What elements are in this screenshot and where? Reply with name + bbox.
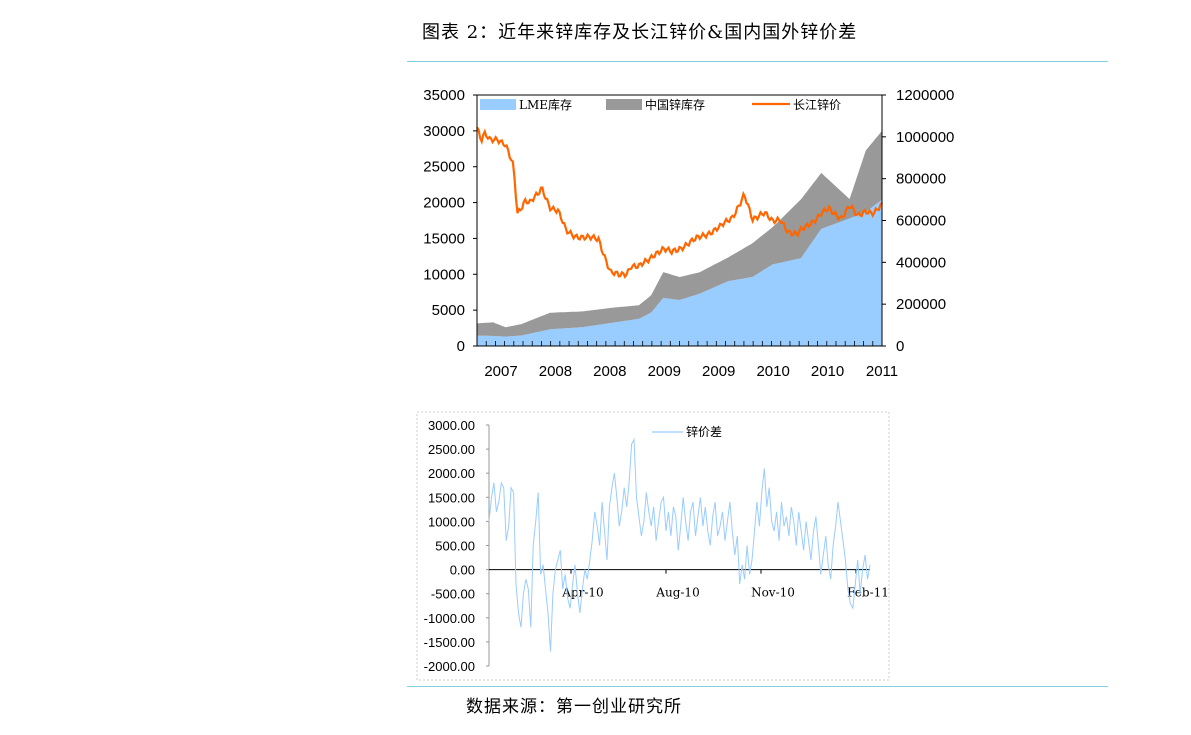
x-tick-label: 2010 — [756, 363, 789, 380]
x-tick-label: 2008 — [593, 363, 626, 380]
right-tick-label: 1000000 — [896, 129, 954, 146]
left-tick-label: 15000 — [423, 230, 465, 247]
legend-swatch-china — [606, 99, 642, 110]
china-inventory-band — [477, 130, 882, 337]
legend-label-spread: 锌价差 — [686, 425, 722, 439]
bottom-divider — [407, 686, 1108, 687]
right-tick-label: 0 — [896, 338, 904, 355]
lme-inventory-area — [477, 199, 882, 346]
x-tick-label: 2008 — [539, 363, 572, 380]
x-tick-label: 2009 — [702, 363, 735, 380]
source-note: 数据来源：第一创业研究所 — [466, 697, 682, 717]
right-tick-label: 800000 — [896, 171, 946, 188]
chart2-y-tick-label: -2000.00 — [424, 659, 475, 674]
left-tick-label: 35000 — [423, 87, 465, 104]
chart2-y-tick-label: -500.00 — [431, 587, 475, 602]
legend-label-lme: LME库存 — [519, 97, 572, 112]
chart2-x-tick-label: Nov-10 — [751, 586, 795, 600]
legend-label-china: 中国锌库存 — [645, 97, 705, 112]
left-tick-label: 10000 — [423, 266, 465, 283]
x-tick-label: 2010 — [811, 363, 844, 380]
left-tick-label: 30000 — [423, 123, 465, 140]
spread-line — [488, 437, 871, 652]
legend-label-price: 长江锌价 — [793, 98, 841, 112]
chart2-legend: 锌价差 — [652, 425, 722, 439]
top-divider — [407, 61, 1108, 62]
x-tick-label: 2011 — [866, 363, 898, 380]
chart2-x-tick-label: Aug-10 — [655, 586, 699, 600]
chart2-y-tick-label: -1500.00 — [424, 635, 475, 650]
right-tick-label: 1200000 — [896, 87, 954, 104]
chart2-y-tick-label: 1000.00 — [428, 514, 475, 529]
left-tick-label: 20000 — [423, 195, 465, 212]
chart2-y-tick-label: 0.00 — [450, 563, 475, 578]
x-tick-label: 2007 — [484, 363, 517, 380]
chart2-frame — [416, 411, 890, 681]
figure-title: 图表 2：近年来锌库存及长江锌价&国内国外锌价差 — [422, 22, 858, 43]
left-tick-label: 0 — [457, 338, 465, 355]
right-tick-label: 200000 — [896, 296, 946, 313]
chart1-legend: LME库存 中国锌库存 长江锌价 — [480, 97, 841, 112]
chart2-y-tick-label: 2500.00 — [428, 442, 475, 457]
changjiang-price-line — [476, 126, 883, 280]
left-tick-label: 5000 — [432, 302, 465, 319]
x-tick-label: 2009 — [648, 363, 681, 380]
left-tick-label: 25000 — [423, 159, 465, 176]
right-tick-label: 400000 — [896, 254, 946, 271]
chart2-x-tick-label: Feb-11 — [847, 586, 889, 600]
chart2-y-tick-label: -1000.00 — [424, 611, 475, 626]
chart2-y-tick-label: 3000.00 — [428, 418, 475, 433]
chart2-y-tick-label: 1500.00 — [428, 490, 475, 505]
chart2-y-tick-label: 500.00 — [435, 539, 475, 554]
chart2-y-tick-label: 2000.00 — [428, 466, 475, 481]
right-tick-label: 600000 — [896, 213, 946, 230]
legend-swatch-lme — [480, 99, 516, 110]
